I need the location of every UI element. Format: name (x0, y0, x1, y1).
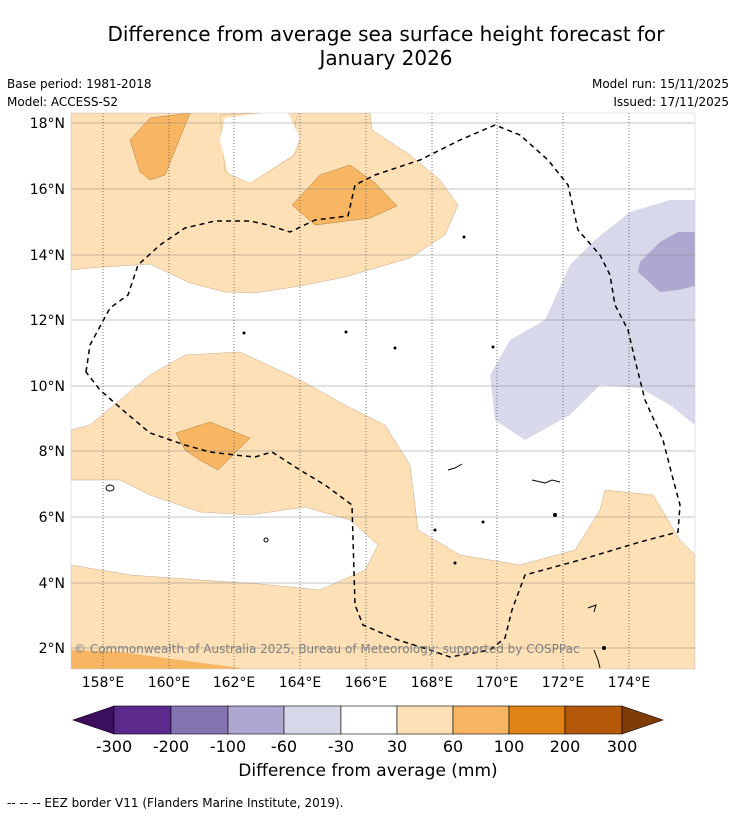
copyright-text: © Commonwealth of Australia 2025, Bureau… (74, 642, 580, 656)
base-period: Base period: 1981-2018 (7, 77, 152, 91)
colorbar-label: -30 (327, 737, 355, 756)
map-frame (70, 112, 696, 670)
chart-title: Difference from average sea surface heig… (0, 22, 736, 70)
anomaly-patch-nw-60-100 (129, 113, 191, 181)
lat-label: 4°N (39, 576, 65, 592)
colorbar-label: -300 (95, 737, 133, 756)
lat-label: 10°N (30, 379, 65, 395)
colorbar-swatch (396, 705, 454, 735)
anomaly-patch-center-60-100 (291, 164, 398, 226)
lon-label: 172°E (542, 675, 585, 691)
anomaly-patch-east-negative-60-100 (638, 232, 695, 292)
colorbar-label: 60 (442, 737, 464, 756)
colorbar-swatch (564, 705, 623, 735)
title-line-2: January 2026 (319, 46, 453, 70)
lat-label: 16°N (30, 182, 65, 198)
model-name: Model: ACCESS-S2 (7, 95, 119, 109)
colorbar (72, 705, 664, 735)
lat-gridlines (71, 122, 695, 649)
lon-label: 160°E (148, 675, 191, 691)
colorbar-swatch (452, 705, 510, 735)
colorbar-swatch (283, 705, 342, 735)
anomaly-patch-midwest-60-100 (175, 421, 251, 471)
colorbar-label: 200 (549, 737, 581, 756)
colorbar-extend-left (72, 705, 115, 735)
lat-labels: 18°N 16°N 14°N 12°N 10°N 8°N 6°N 4°N 2°N (30, 116, 65, 657)
issued-date: Issued: 17/11/2025 (613, 95, 729, 109)
lat-label: 2°N (39, 641, 65, 657)
colorbar-swatch (340, 705, 398, 735)
colorbar-label: 300 (606, 737, 638, 756)
colorbar-label: -100 (209, 737, 247, 756)
colorbar-label: 30 (386, 737, 408, 756)
lon-label: 166°E (345, 675, 388, 691)
lon-label: 158°E (82, 675, 125, 691)
colorbar-label: -60 (270, 737, 298, 756)
model-run: Model run: 15/11/2025 (591, 77, 729, 91)
map-plot-area: © Commonwealth of Australia 2025, Bureau… (71, 113, 695, 669)
lon-label: 162°E (213, 675, 256, 691)
lon-label: 168°E (411, 675, 454, 691)
colorbar-label: -200 (152, 737, 190, 756)
lat-label: 6°N (39, 510, 65, 526)
neutral-hole-north (220, 113, 300, 183)
colorbar-extend-right (621, 705, 664, 735)
colorbar-title: Difference from average (mm) (238, 761, 498, 781)
title-line-1: Difference from average sea surface heig… (107, 22, 665, 46)
lon-label: 170°E (476, 675, 519, 691)
colorbar-swatch (508, 705, 566, 735)
colorbar-swatch (227, 705, 285, 735)
lat-label: 14°N (30, 248, 65, 264)
lon-labels: 158°E 160°E 162°E 164°E 166°E 168°E 170°… (82, 675, 651, 691)
anomaly-patch-southwest-60-100 (71, 650, 240, 669)
colorbar-label: 100 (493, 737, 525, 756)
islands (105, 235, 606, 669)
eez-border (85, 124, 681, 658)
lon-label: 164°E (279, 675, 322, 691)
lat-label: 18°N (30, 116, 65, 132)
lon-label: 174°E (608, 675, 651, 691)
meta-left: Base period: 1981-2018 Model: ACCESS-S2 (7, 75, 152, 111)
lat-label: 12°N (30, 313, 65, 329)
lat-label: 8°N (39, 444, 65, 460)
eez-footnote: -- -- -- EEZ border V11 (Flanders Marine… (7, 796, 344, 810)
colorbar-swatch (113, 705, 172, 735)
colorbar-swatch (170, 705, 229, 735)
meta-right: Model run: 15/11/2025 Issued: 17/11/2025 (592, 75, 729, 111)
